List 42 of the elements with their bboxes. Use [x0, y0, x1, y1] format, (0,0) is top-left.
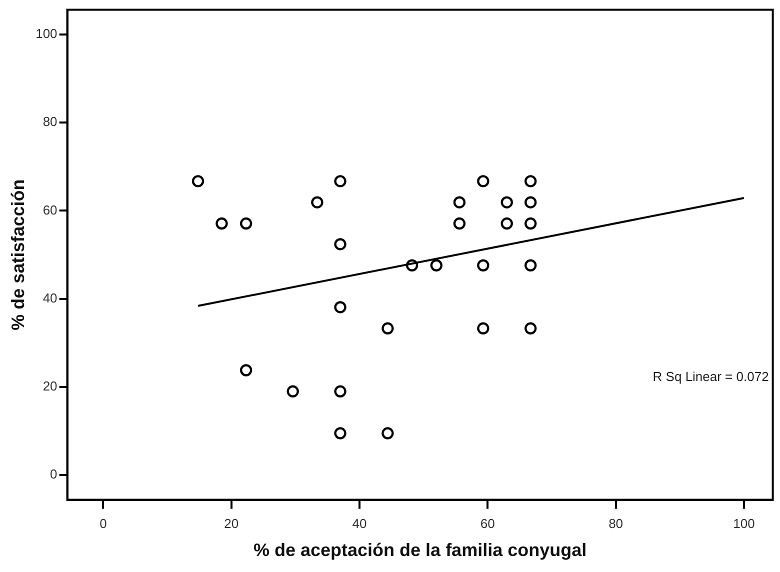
point	[430, 259, 442, 272]
point	[334, 238, 346, 250]
point	[334, 175, 346, 188]
point	[453, 196, 466, 208]
x-tick-label: 100	[733, 516, 755, 532]
point	[524, 217, 537, 230]
point	[406, 259, 418, 272]
point	[524, 175, 537, 188]
x-tick-label: 20	[224, 516, 239, 532]
point	[192, 175, 204, 188]
point	[524, 322, 537, 334]
point	[382, 427, 394, 440]
point	[524, 196, 537, 208]
y-tick-label: 80	[42, 114, 58, 130]
point	[216, 217, 228, 230]
x-axis-title: % de aceptación de la familia conyugal	[253, 540, 587, 560]
x-tick-label: 60	[480, 516, 495, 532]
x-tick-label: 0	[100, 516, 107, 532]
y-tick-label: 20	[42, 378, 58, 394]
x-tick-label: 80	[608, 516, 624, 532]
y-tick-label: 60	[42, 202, 58, 218]
point	[524, 259, 537, 272]
point	[500, 196, 513, 208]
point	[240, 217, 252, 230]
point	[311, 196, 324, 208]
point	[240, 364, 252, 376]
point	[453, 217, 466, 230]
x-tick-label: 40	[352, 516, 367, 532]
y-axis-title: % de satisfacción	[8, 179, 28, 330]
point	[334, 427, 346, 440]
point	[477, 322, 490, 334]
y-tick-label: 40	[42, 290, 58, 306]
point	[334, 301, 346, 314]
annotation: R Sq Linear = 0.072	[652, 368, 769, 384]
point	[382, 322, 394, 334]
y-tick-label: 100	[36, 26, 58, 42]
point	[334, 385, 346, 398]
point	[500, 217, 513, 230]
y-tick-label: 0	[50, 466, 58, 482]
point	[286, 385, 299, 398]
point	[477, 259, 490, 272]
point	[477, 175, 490, 188]
